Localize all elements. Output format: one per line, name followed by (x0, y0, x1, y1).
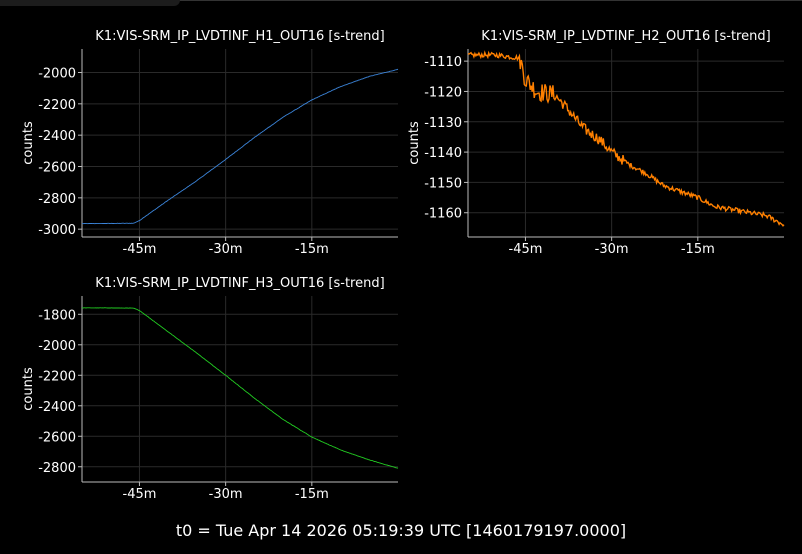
y-tick-label: -3000 (38, 223, 76, 238)
chart-3: -45m -30m -15m -2800 -2600 -2400 -2200 -2000 -18… (21, 276, 399, 502)
y-tick-label: -2800 (38, 461, 76, 476)
y-tick-label: -2400 (38, 400, 76, 415)
series-line (467, 50, 785, 227)
y-tick-label: -1150 (424, 176, 462, 191)
x-tick-label: -45m (123, 242, 157, 257)
y-axis-label: counts (21, 367, 36, 411)
window-top-edge (0, 0, 802, 1)
x-tick-label: -30m (209, 242, 243, 257)
x-tick-label: -15m (295, 487, 329, 502)
chart-1: -45m -30m -15m -3000 -2800 -2600 -2400 -2200 -20… (21, 29, 399, 257)
toolbar-tab (0, 0, 180, 6)
y-axis-label: counts (407, 121, 422, 165)
chart-2: -45m -30m -15m -1160 -1150 -1140 -1130 -1120 -11… (407, 29, 785, 257)
y-tick-label: -1110 (424, 55, 462, 70)
y-tick-label: -1800 (38, 308, 76, 323)
series-line (81, 68, 399, 225)
t0-label: t0 = Tue Apr 14 2026 05:19:39 UTC [14601… (175, 521, 627, 540)
y-tick-label: -1120 (424, 85, 462, 100)
y-tick-label: -2600 (38, 430, 76, 445)
chart-title: K1:VIS-SRM_IP_LVDTINF_H2_OUT16 [s-trend] (481, 29, 770, 44)
x-tick-label: -30m (209, 487, 243, 502)
x-tick-label: -30m (595, 242, 629, 257)
y-tick-label: -2400 (38, 129, 76, 144)
y-tick-label: -2200 (38, 369, 76, 384)
x-tick-label: -15m (681, 242, 715, 257)
y-tick-label: -2800 (38, 192, 76, 207)
y-tick-label: -2200 (38, 98, 76, 113)
chart-title: K1:VIS-SRM_IP_LVDTINF_H1_OUT16 [s-trend] (95, 29, 384, 44)
y-tick-label: -2000 (38, 67, 76, 82)
chart-title: K1:VIS-SRM_IP_LVDTINF_H3_OUT16 [s-trend] (95, 276, 384, 291)
series-line (81, 307, 399, 469)
y-axis-label: counts (21, 121, 36, 165)
y-tick-label: -1140 (424, 146, 462, 161)
y-tick-label: -2600 (38, 161, 76, 176)
x-tick-label: -45m (123, 487, 157, 502)
x-tick-label: -15m (295, 242, 329, 257)
y-tick-label: -1160 (424, 207, 462, 222)
y-tick-label: -2000 (38, 339, 76, 354)
y-tick-label: -1130 (424, 116, 462, 131)
x-tick-label: -45m (509, 242, 543, 257)
